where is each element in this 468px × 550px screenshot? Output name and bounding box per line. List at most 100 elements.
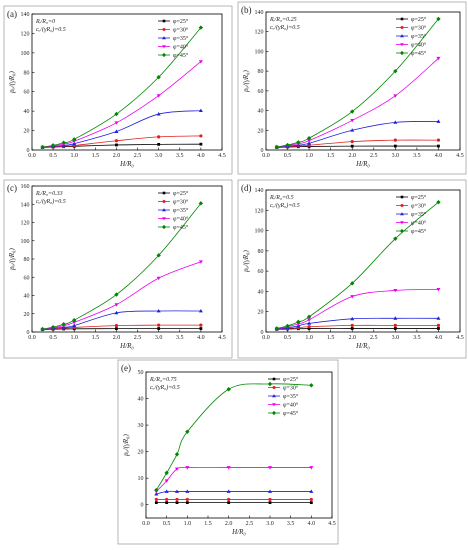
legend-label: φ=45° [411,228,427,235]
data-point [309,497,313,502]
y-tick-label: 60 [258,269,264,275]
data-point [185,489,190,493]
data-point [350,281,355,286]
data-point [296,322,301,326]
data-point [185,429,190,434]
legend-marker [399,50,405,56]
x-tick-label: 3.5 [176,153,184,159]
x-tick-label: 3.0 [392,335,400,341]
y-tick-label: 80 [258,69,264,75]
x-tick-label: 4.0 [197,335,205,341]
x-tick-label: 3.5 [413,153,421,159]
data-point [114,129,119,133]
chart-annotation: cᵤ/(γR₀)=0.5 [150,384,180,391]
data-point [199,134,203,138]
series-line [276,58,439,148]
y-axis-label: pᵤ/(γR₀) [8,71,16,94]
y-tick-label: 100 [255,49,264,55]
data-point [72,137,77,142]
data-point [437,144,440,148]
x-tick-label: 4.5 [218,335,226,341]
x-tick-label: 0.0 [262,153,270,159]
chart-annotation: Rᵢ/R₀=0 [35,19,55,25]
data-point [393,289,398,293]
panel-label: (c) [7,183,17,193]
y-axis-label: pᵤ/(γR₀) [8,248,16,271]
x-tick-label: 0.0 [28,153,36,159]
data-point [307,318,312,322]
x-tick-label: 1.0 [70,153,78,159]
x-tick-label: 4.5 [456,153,464,159]
x-tick-label: 3.0 [155,335,163,341]
data-point [154,487,159,493]
data-point [115,143,118,147]
plot-area [265,11,461,151]
data-point [50,324,56,330]
data-point [226,387,231,392]
x-tick-label: 3.5 [176,335,184,341]
y-tick-label: 0 [261,148,264,154]
x-tick-label: 0.0 [28,335,36,341]
x-axis-label: H/R₀ [119,342,134,350]
legend-label: φ=45° [411,50,427,57]
legend-marker [162,36,166,40]
x-tick-label: 2.5 [134,335,142,341]
y-tick-label: 40 [24,294,30,300]
data-point [267,381,273,387]
legend-marker [162,19,166,23]
panel-frame [237,1,467,175]
y-tick-label: 40 [24,109,30,115]
data-point [164,470,169,476]
legend-marker [272,394,276,398]
data-point [114,111,119,117]
legend-label: φ=25° [411,194,427,201]
data-point [165,497,169,502]
data-point [306,135,312,141]
data-point [393,236,398,241]
data-point [350,140,354,144]
data-point [156,112,161,116]
data-point [198,260,203,264]
data-point [437,327,440,330]
data-point [309,466,314,470]
data-point [114,310,119,315]
data-point [393,144,397,148]
data-point [40,326,45,332]
data-point [198,201,204,206]
x-tick-label: 4.5 [456,335,464,341]
panel-frame [3,179,233,359]
plot-area [145,371,333,519]
x-tick-label: 2.0 [113,153,121,159]
x-axis-label: H/R₀ [355,160,370,168]
y-tick-label: 30 [138,423,144,429]
legend-label: φ=30° [173,199,189,206]
data-point [165,501,169,505]
plot-area [265,189,461,333]
x-tick-label: 0.5 [284,335,292,341]
panel-label: (a) [7,9,17,19]
x-tick-label: 0.5 [284,153,292,159]
panel-frame [117,359,339,545]
legend-label: φ=25° [173,190,189,197]
data-point [164,489,169,493]
panel-frame [3,5,233,175]
series-line [42,261,202,330]
x-tick-label: 1.5 [204,521,212,527]
y-tick-label: 60 [24,275,30,281]
legend-marker [400,17,404,21]
legend-label: φ=40° [173,44,189,51]
series-line [156,490,312,495]
data-point [307,139,312,143]
x-tick-label: 2.5 [370,335,378,341]
legend-marker [400,34,404,38]
legend-marker [400,195,404,199]
legend-marker [162,28,166,31]
data-point [154,492,159,496]
data-point [175,501,179,505]
data-point [268,497,272,502]
legend-label: φ=40° [173,216,189,223]
data-point [436,138,441,142]
legend-marker [161,52,167,58]
legend-label: φ=40° [411,42,427,49]
chart-annotation: Rᵢ/R₀=0.5 [269,195,294,201]
